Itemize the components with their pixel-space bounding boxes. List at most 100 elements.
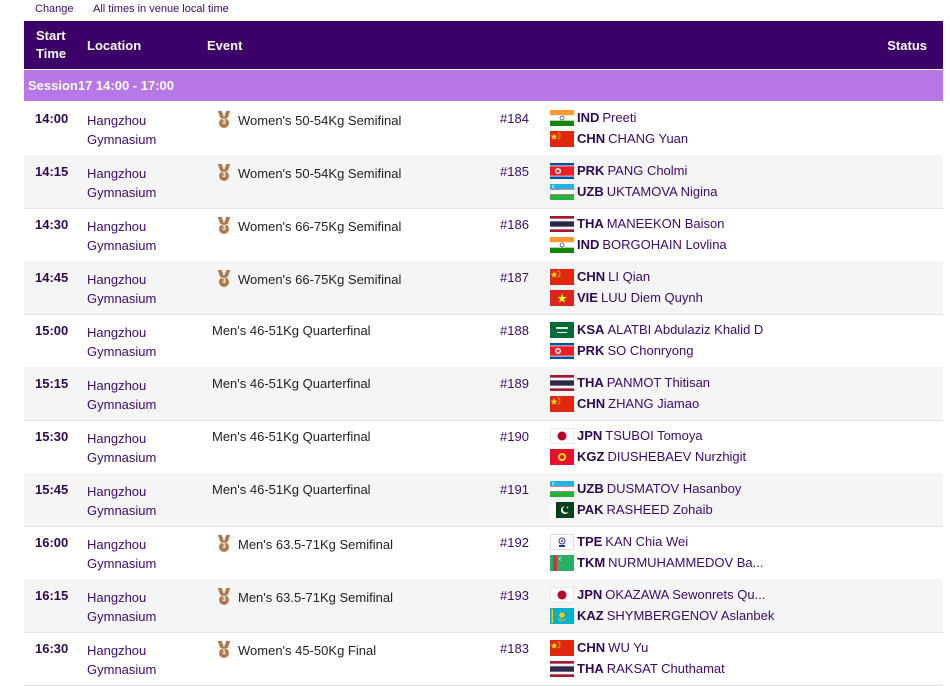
event-name: 3 Men's 63.5-71Kg Semifinal bbox=[212, 535, 393, 553]
athlete-entry[interactable]: CHN LI Qian bbox=[550, 268, 650, 286]
noc-code: VIE bbox=[577, 290, 598, 305]
athlete-name[interactable]: NURMUHAMMEDOV Ba... bbox=[608, 555, 764, 570]
medal-icon: 3 bbox=[218, 217, 230, 235]
athlete-entry[interactable]: KGZ DIUSHEBAEV Nurzhigit bbox=[550, 448, 746, 466]
table-row[interactable]: 16:30 Hangzhou Gymnasium 1 Women's 45-50Kg … bbox=[24, 632, 943, 686]
medal-icon: 1 bbox=[218, 641, 230, 659]
athlete-name[interactable]: PANMOT Thitisan bbox=[606, 375, 711, 390]
athlete-name[interactable]: SHYMBERGENOV Aslanbek bbox=[606, 608, 775, 623]
location-link[interactable]: Hangzhou Gymnasium bbox=[87, 590, 157, 624]
medal-icon: 3 bbox=[218, 270, 230, 288]
athlete-name[interactable]: MANEEKON Baison bbox=[606, 216, 725, 231]
table-row[interactable]: 15:30 Hangzhou Gymnasium Men's 46-51Kg Qua… bbox=[24, 420, 943, 474]
medal-icon: 3 bbox=[218, 111, 230, 129]
flag-tha-icon bbox=[550, 661, 574, 677]
athlete-entry[interactable]: THA RAKSAT Chuthamat bbox=[550, 660, 725, 678]
athlete-name[interactable]: WU Yu bbox=[608, 640, 649, 655]
athlete-entry[interactable]: VIE LUU Diem Quynh bbox=[550, 289, 703, 307]
athlete-entry[interactable]: THA MANEEKON Baison bbox=[550, 215, 724, 233]
athlete-name[interactable]: DUSMATOV Hasanboy bbox=[606, 481, 742, 496]
athlete-entry[interactable]: KAZ SHYMBERGENOV Aslanbek bbox=[550, 607, 774, 625]
athlete-name[interactable]: ALATBI Abdulaziz Khalid D bbox=[607, 322, 764, 337]
athlete-name[interactable]: KAN Chia Wei bbox=[605, 534, 689, 549]
athlete-entry[interactable]: CHN CHANG Yuan bbox=[550, 130, 688, 148]
athlete-entry[interactable]: THA PANMOT Thitisan bbox=[550, 374, 710, 392]
start-time: 16:30 bbox=[35, 641, 69, 656]
location-link[interactable]: Hangzhou Gymnasium bbox=[87, 219, 157, 253]
table-row[interactable]: 16:00 Hangzhou Gymnasium 3 Men's 63.5-71Kg … bbox=[24, 526, 943, 580]
location-link[interactable]: Hangzhou Gymnasium bbox=[87, 378, 157, 412]
athlete-name[interactable]: PANG Cholmi bbox=[607, 163, 688, 178]
athlete-entry[interactable]: UZB DUSMATOV Hasanboy bbox=[550, 480, 741, 498]
table-row[interactable]: 15:15 Hangzhou Gymnasium Men's 46-51Kg Qua… bbox=[24, 367, 943, 421]
athlete-name[interactable]: LI Qian bbox=[608, 269, 651, 284]
noc-code: THA bbox=[577, 375, 604, 390]
athlete-entry[interactable]: PRK PANG Cholmi bbox=[550, 162, 687, 180]
athlete-name[interactable]: BORGOHAIN Lovlina bbox=[602, 237, 727, 252]
athlete-name[interactable]: RASHEED Zohaib bbox=[606, 502, 713, 517]
location-link[interactable]: Hangzhou Gymnasium bbox=[87, 166, 157, 200]
table-row[interactable]: 15:00 Hangzhou Gymnasium Men's 46-51Kg Qua… bbox=[24, 314, 943, 368]
timezone-note: All times in venue local time bbox=[93, 3, 229, 15]
table-row[interactable]: 14:00 Hangzhou Gymnasium 3 Women's 50-54Kg … bbox=[24, 102, 943, 156]
athlete-name[interactable]: ZHANG Jiamao bbox=[608, 396, 700, 411]
noc-code: KGZ bbox=[577, 449, 605, 464]
athlete-entry[interactable]: IND BORGOHAIN Lovlina bbox=[550, 236, 727, 254]
flag-pak-icon bbox=[550, 502, 574, 518]
athlete-entry[interactable]: TKM NURMUHAMMEDOV Ba... bbox=[550, 554, 763, 572]
table-row[interactable]: 14:45 Hangzhou Gymnasium 3 Women's 66-75Kg … bbox=[24, 261, 943, 315]
table-row[interactable]: 14:30 Hangzhou Gymnasium 3 Women's 66-75Kg … bbox=[24, 208, 943, 262]
noc-code: JPN bbox=[577, 428, 603, 443]
event-label: Men's 63.5-71Kg Semifinal bbox=[238, 537, 393, 552]
start-time: 15:15 bbox=[35, 376, 69, 391]
medal-rank: 3 bbox=[219, 595, 229, 605]
table-row[interactable]: 15:45 Hangzhou Gymnasium Men's 46-51Kg Qua… bbox=[24, 473, 943, 527]
location-link[interactable]: Hangzhou Gymnasium bbox=[87, 643, 157, 677]
athlete-name[interactable]: TSUBOI Tomoya bbox=[605, 428, 703, 443]
athlete-name[interactable]: RAKSAT Chuthamat bbox=[606, 661, 725, 676]
athlete-entry[interactable]: KSA ALATBI Abdulaziz Khalid D bbox=[550, 321, 763, 339]
athlete-entry[interactable]: JPN TSUBOI Tomoya bbox=[550, 427, 703, 445]
flag-uzb-icon bbox=[550, 184, 574, 200]
athlete-entry[interactable]: CHN ZHANG Jiamao bbox=[550, 395, 699, 413]
athlete-entry[interactable]: PAK RASHEED Zohaib bbox=[550, 501, 713, 519]
noc-code: THA bbox=[577, 661, 604, 676]
location-link[interactable]: Hangzhou Gymnasium bbox=[87, 431, 157, 465]
event-name: 3 Men's 63.5-71Kg Semifinal bbox=[212, 588, 393, 606]
table-row[interactable]: 14:15 Hangzhou Gymnasium 3 Women's 50-54Kg … bbox=[24, 155, 943, 209]
medal-icon: 3 bbox=[218, 164, 230, 182]
noc-code: PRK bbox=[577, 163, 605, 178]
header-start-time: Start Time bbox=[36, 28, 67, 61]
athlete-entry[interactable]: PRK SO Chonryong bbox=[550, 342, 693, 360]
location-link[interactable]: Hangzhou Gymnasium bbox=[87, 272, 157, 306]
athlete-entry[interactable]: TPE KAN Chia Wei bbox=[550, 533, 688, 551]
start-time: 15:30 bbox=[35, 429, 69, 444]
athlete-name[interactable]: CHANG Yuan bbox=[608, 131, 689, 146]
location-link[interactable]: Hangzhou Gymnasium bbox=[87, 325, 157, 359]
athlete-name[interactable]: UKTAMOVA Nigina bbox=[606, 184, 718, 199]
medal-rank: 3 bbox=[219, 542, 229, 552]
athlete-name[interactable]: LUU Diem Quynh bbox=[600, 290, 703, 305]
location-link[interactable]: Hangzhou Gymnasium bbox=[87, 113, 157, 147]
athlete-entry[interactable]: UZB UKTAMOVA Nigina bbox=[550, 183, 718, 201]
start-time: 14:00 bbox=[35, 111, 69, 126]
flag-jpn-icon bbox=[550, 587, 574, 603]
bout-number: #190 bbox=[500, 429, 529, 444]
location-link[interactable]: Hangzhou Gymnasium bbox=[87, 484, 157, 518]
top-bar: Change All times in venue local time bbox=[0, 0, 950, 20]
noc-code: KAZ bbox=[577, 608, 604, 623]
change-timezone-link[interactable]: Change bbox=[35, 3, 74, 15]
athlete-name[interactable]: Preeti bbox=[602, 110, 637, 125]
athlete-name[interactable]: DIUSHEBAEV Nurzhigit bbox=[607, 449, 747, 464]
athlete-name[interactable]: SO Chonryong bbox=[607, 343, 694, 358]
noc-code: IND bbox=[577, 237, 600, 252]
noc-code: CHN bbox=[577, 396, 606, 411]
location-link[interactable]: Hangzhou Gymnasium bbox=[87, 537, 157, 571]
athlete-name[interactable]: OKAZAWA Sewonrets Qu... bbox=[605, 587, 766, 602]
flag-uzb-icon bbox=[550, 481, 574, 497]
table-row[interactable]: 16:15 Hangzhou Gymnasium 3 Men's 63.5-71Kg … bbox=[24, 579, 943, 633]
athlete-entry[interactable]: IND Preeti bbox=[550, 109, 636, 127]
athlete-entry[interactable]: JPN OKAZAWA Sewonrets Qu... bbox=[550, 586, 765, 604]
event-name: 3 Women's 50-54Kg Semifinal bbox=[212, 111, 401, 129]
athlete-entry[interactable]: CHN WU Yu bbox=[550, 639, 648, 657]
